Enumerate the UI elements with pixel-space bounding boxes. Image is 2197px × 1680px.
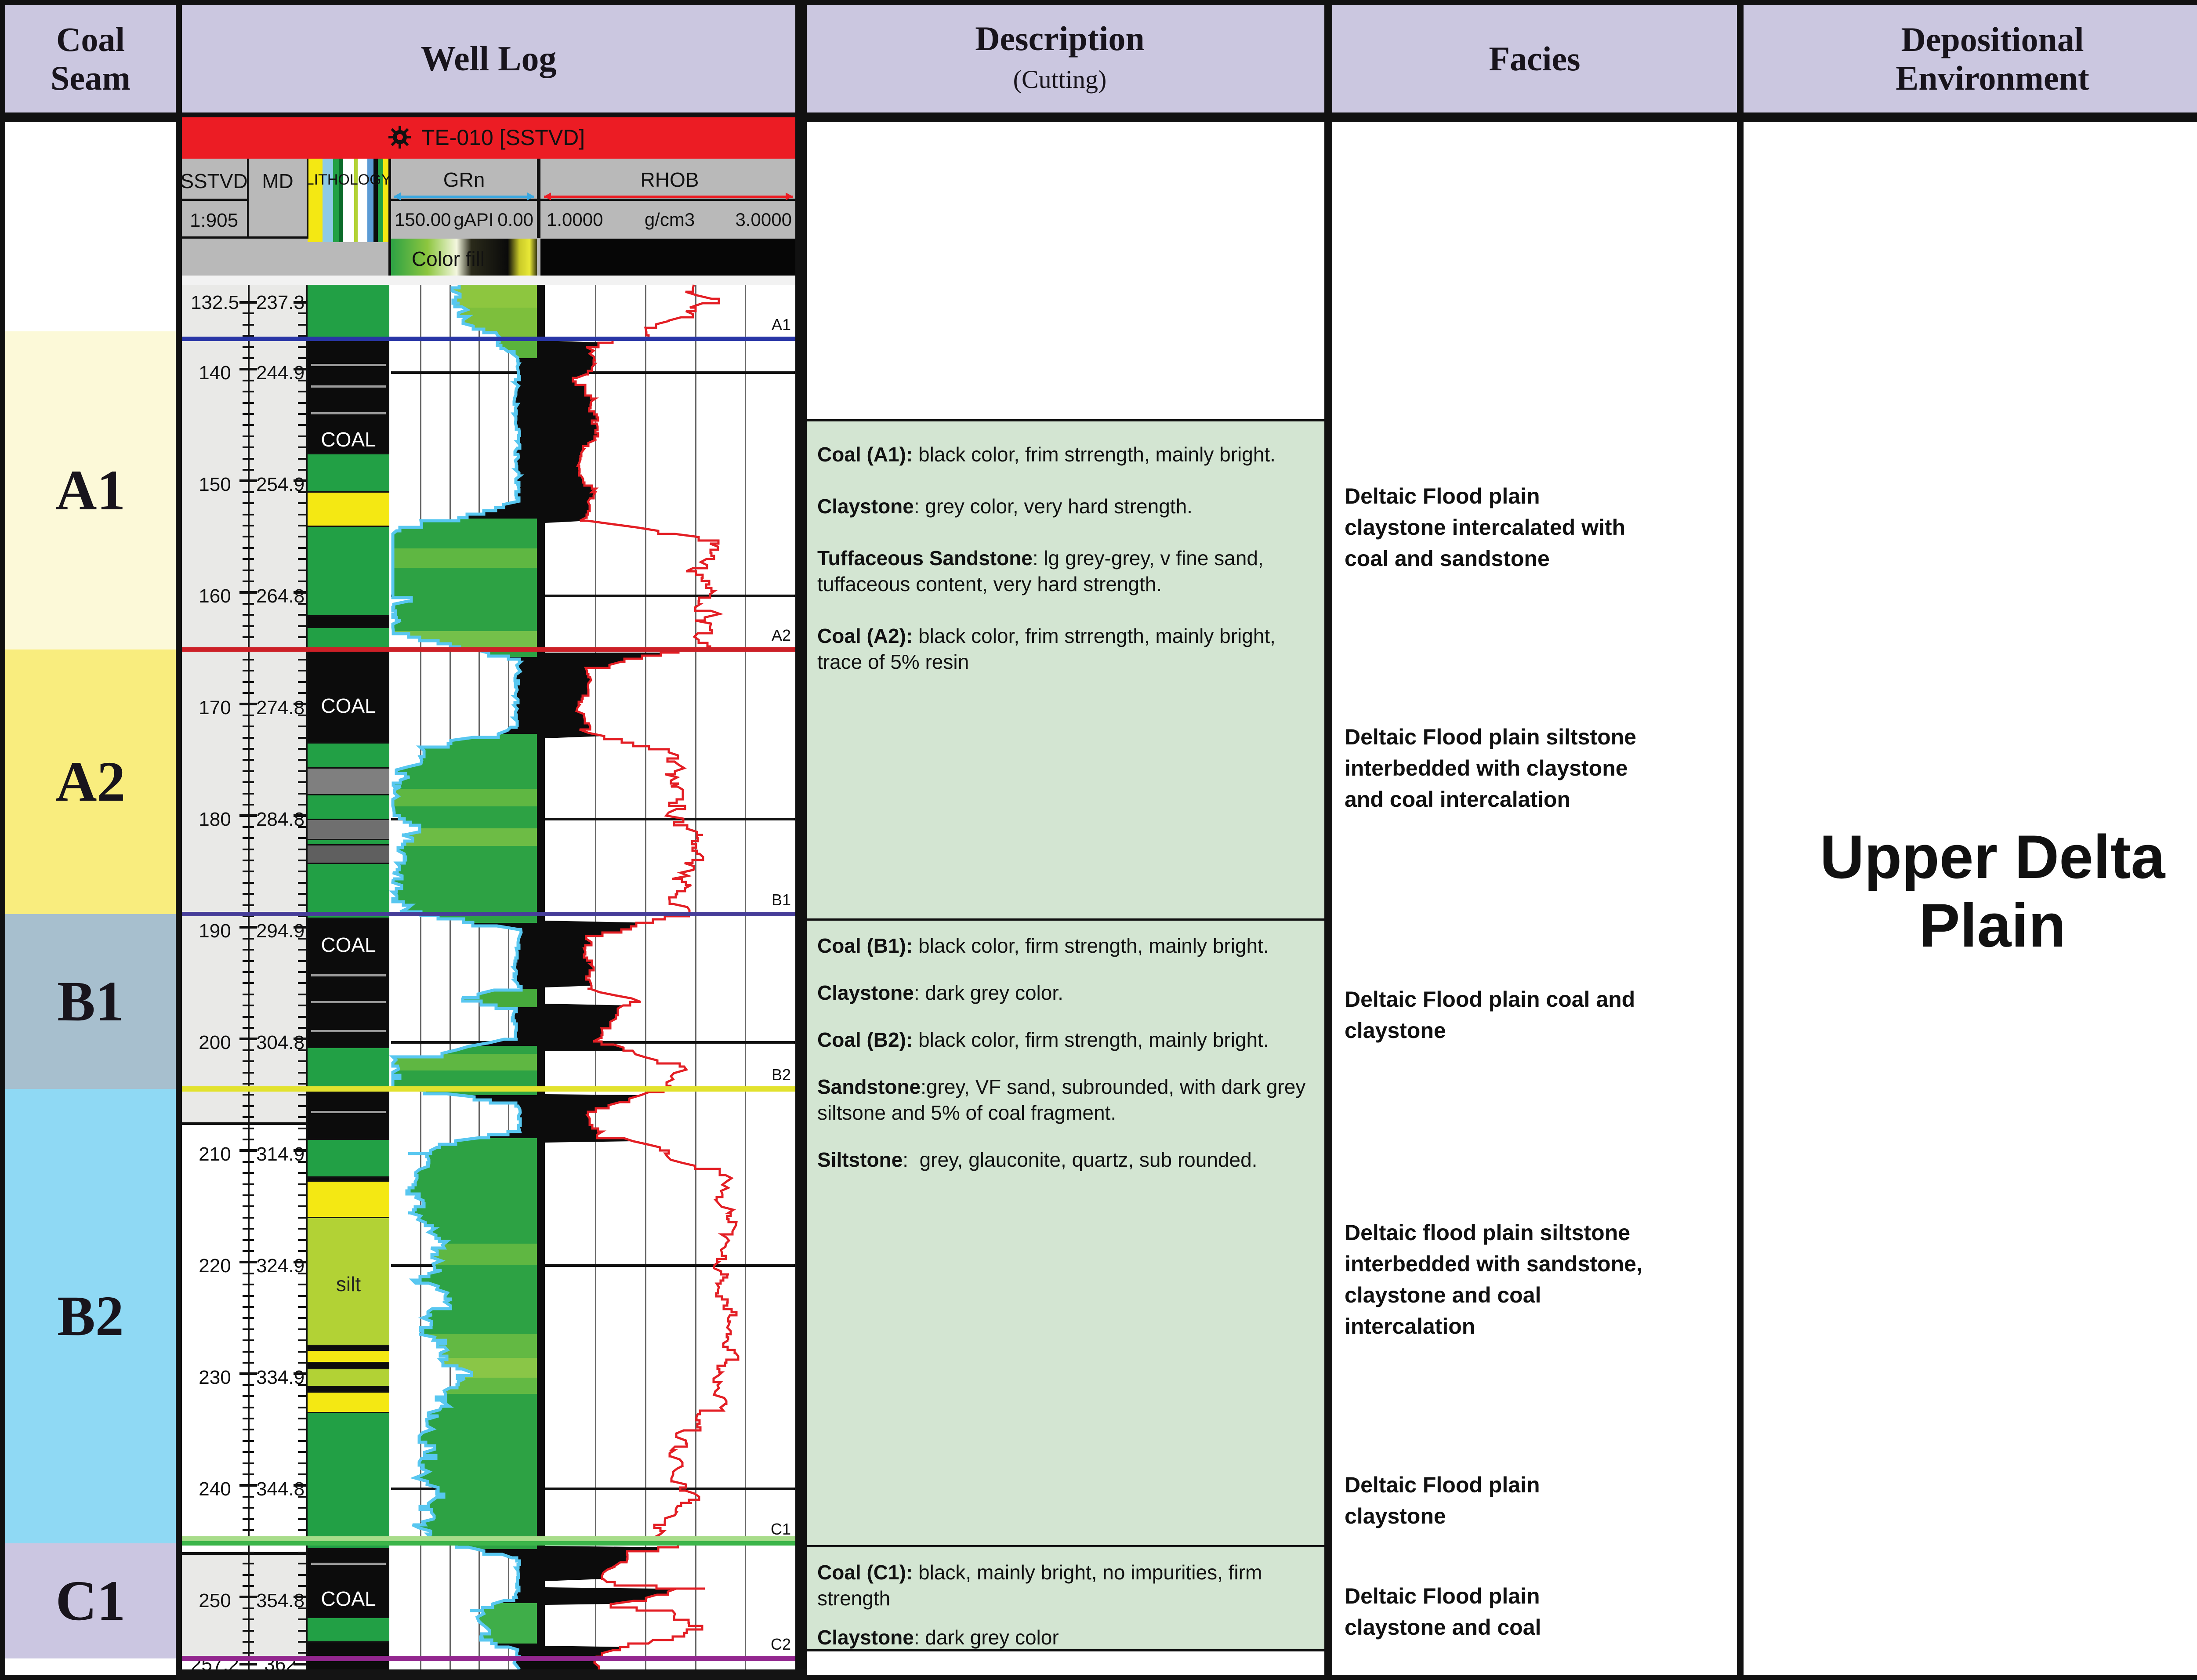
svg-text:210: 210 [199,1143,231,1165]
svg-text:240: 240 [199,1478,231,1500]
svg-text:silt: silt [336,1273,361,1295]
svg-text:MD: MD [262,170,294,192]
svg-text:150.00: 150.00 [395,209,451,230]
svg-text:334.9: 334.9 [256,1367,305,1388]
svg-text:284.8: 284.8 [256,809,305,830]
svg-text:COAL: COAL [321,1587,376,1610]
svg-text:140: 140 [199,362,231,384]
svg-text:344.8: 344.8 [256,1478,305,1500]
svg-text:274.8: 274.8 [256,697,305,718]
svg-text:304.8: 304.8 [256,1032,305,1053]
svg-text:254.9: 254.9 [256,474,305,495]
svg-text:3.0000: 3.0000 [736,209,792,230]
svg-text:RHOB: RHOB [641,168,699,191]
svg-text:294.9: 294.9 [256,920,305,942]
svg-text:200: 200 [199,1032,231,1053]
svg-text:1.0000: 1.0000 [547,209,603,230]
svg-text:314.9: 314.9 [256,1143,305,1165]
svg-text:160: 160 [199,585,231,607]
svg-text:COAL: COAL [321,933,376,956]
svg-text:180: 180 [199,809,231,830]
svg-text:0.00: 0.00 [497,209,533,230]
svg-text:COAL: COAL [321,428,376,451]
svg-text:1:905: 1:905 [190,210,238,231]
svg-text:SSTVD: SSTVD [180,170,247,192]
svg-text:190: 190 [199,920,231,942]
svg-text:132.5: 132.5 [191,292,239,313]
svg-text:150: 150 [199,474,231,495]
svg-text:B2: B2 [772,1066,791,1084]
svg-text:264.8: 264.8 [256,585,305,607]
svg-text:244.9: 244.9 [256,362,305,384]
svg-text:170: 170 [199,697,231,718]
svg-text:354.8: 354.8 [256,1590,305,1611]
svg-text:LITHOLOGY: LITHOLOGY [306,171,392,188]
svg-text:GRn: GRn [443,168,485,191]
svg-text:C1: C1 [771,1520,791,1538]
svg-text:230: 230 [199,1367,231,1388]
svg-text:COAL: COAL [321,694,376,717]
svg-text:220: 220 [199,1255,231,1277]
svg-text:B1: B1 [772,891,791,909]
svg-text:Color fill: Color fill [412,247,485,270]
svg-text:237.3: 237.3 [256,292,305,313]
svg-text:324.9: 324.9 [256,1255,305,1277]
svg-text:gAPI: gAPI [453,209,493,230]
svg-text:g/cm3: g/cm3 [645,209,695,230]
svg-text:A2: A2 [772,626,791,644]
svg-text:TE-010 [SSTVD]: TE-010 [SSTVD] [421,125,585,150]
svg-text:A1: A1 [772,316,791,334]
svg-text:250: 250 [199,1590,231,1611]
svg-text:C2: C2 [771,1635,791,1653]
